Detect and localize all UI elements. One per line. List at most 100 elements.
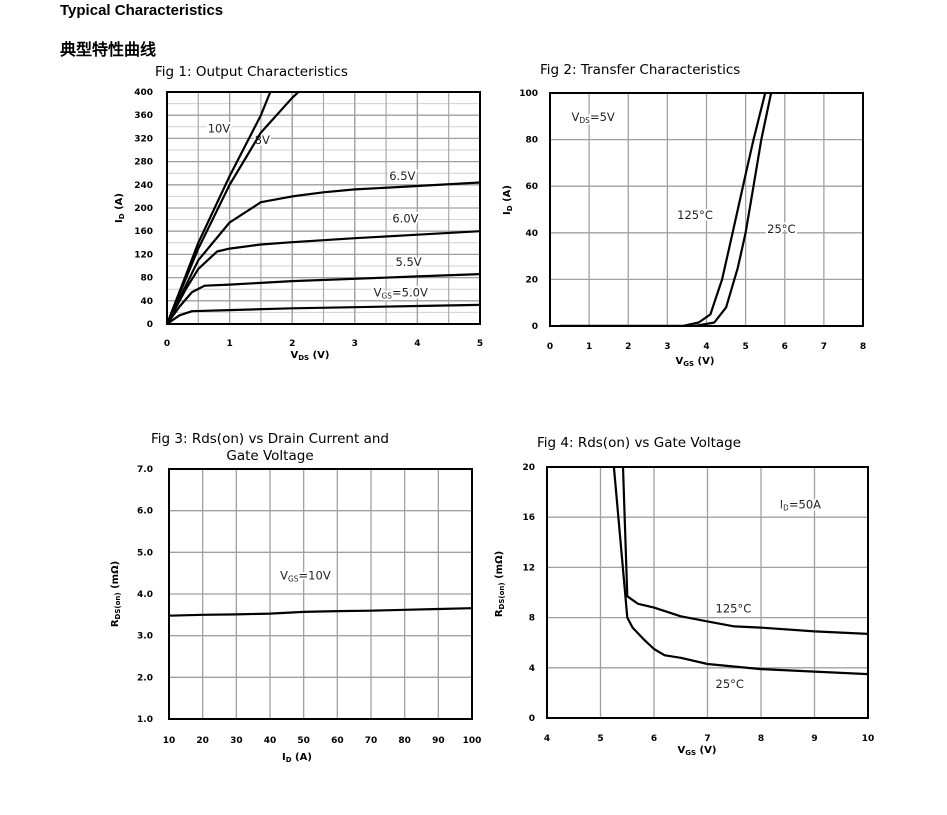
chart-fig1: 0 1 2 3 4 50408012016020024028032036040010V8V… <box>114 88 483 362</box>
x-tick-label: 6 <box>782 342 788 352</box>
y-tick-label: 60 <box>525 182 538 192</box>
x-tick-label: 3 <box>664 342 670 352</box>
x-tick-label: 3 <box>352 339 358 349</box>
x-tick-label: 0 <box>164 339 170 349</box>
y-tick-label: 16 <box>522 513 535 523</box>
y-tick-label: 200 <box>134 204 153 214</box>
curve-label: VGS=5.0V <box>374 286 428 301</box>
y-tick-label: 2.0 <box>137 673 153 683</box>
fig1-title: Fig 1: Output Characteristics <box>155 64 348 80</box>
series-line-6 <box>167 303 480 324</box>
series-line-2 <box>612 467 868 676</box>
y-tick-label: 6.0 <box>137 507 153 517</box>
x-tick-label: 5 <box>742 342 748 352</box>
y-tick-label: 20 <box>522 463 535 473</box>
y-tick-label: 5.0 <box>137 548 153 558</box>
x-axis-label: VGS (V) <box>676 356 715 368</box>
fig3-title-line2: Gate Voltage <box>226 448 314 464</box>
y-tick-label: 8 <box>529 614 535 624</box>
y-tick-label: 4.0 <box>137 590 153 600</box>
curve-label: 6.0V <box>392 212 418 226</box>
y-tick-label: 40 <box>525 229 538 239</box>
x-tick-label: 4 <box>544 734 550 744</box>
x-axis-label: VGS (V) <box>678 745 717 757</box>
series-line-4 <box>167 230 480 324</box>
x-axis-label: ID (A) <box>282 752 312 764</box>
x-tick-label: 6 <box>651 734 657 744</box>
x-tick-label: 4 <box>414 339 420 349</box>
x-tick-label: 2 <box>289 339 295 349</box>
x-tick-label: 40 <box>264 736 277 746</box>
x-tick-label: 1 <box>226 339 232 349</box>
y-tick-label: 400 <box>134 88 153 98</box>
y-tick-label: 0 <box>529 714 535 724</box>
plot-frame <box>546 466 869 719</box>
x-tick-label: 80 <box>398 736 411 746</box>
y-axis-label: RDS(on) (mΩ) <box>494 551 506 617</box>
plot-frame <box>166 91 481 325</box>
x-tick-label: 100 <box>463 736 482 746</box>
y-tick-label: 80 <box>140 274 153 284</box>
x-tick-label: 7 <box>821 342 827 352</box>
fig3-title: Fig 3: Rds(on) vs Drain Current and Gate… <box>130 431 410 465</box>
curve-label: 25°C <box>767 222 795 236</box>
section-subtitle: 典型特性曲线 <box>60 40 157 59</box>
curve-label: VDS=5V <box>572 110 615 125</box>
y-tick-label: 40 <box>140 297 153 307</box>
series-line-1 <box>621 467 868 635</box>
curve-label: 125°C <box>716 602 752 616</box>
section-title: Typical Characteristics <box>60 2 224 19</box>
y-tick-label: 100 <box>519 89 538 99</box>
y-tick-label: 4 <box>529 664 535 674</box>
x-tick-label: 5 <box>597 734 603 744</box>
fig2-title: Fig 2: Transfer Characteristics <box>540 62 741 78</box>
curve-label: 5.5V <box>395 255 421 269</box>
x-tick-label: 1 <box>586 342 592 352</box>
y-tick-label: 160 <box>134 227 153 237</box>
x-tick-label: 90 <box>432 736 445 746</box>
series-line-2 <box>167 92 300 324</box>
x-tick-label: 7 <box>704 734 710 744</box>
chart-fig2: 0 1 2 3 4 5 6 7 8020406080100VDS=5V125°C25°CVGS … <box>502 89 866 368</box>
chart-fig3: 10 20 30 40 50 60 70 80 90 100 1.0 2.0 3.0 4.0 5.0 6.0 7… <box>110 465 481 764</box>
x-tick-label: 9 <box>811 734 817 744</box>
x-tick-label: 30 <box>230 736 243 746</box>
series-line-2 <box>559 93 773 326</box>
x-tick-label: 5 <box>477 339 483 349</box>
y-tick-label: 12 <box>522 563 535 573</box>
curve-label: 25°C <box>716 677 744 691</box>
plot-frame <box>549 92 864 327</box>
y-tick-label: 80 <box>525 136 538 146</box>
series-line-3 <box>167 181 480 324</box>
y-axis-label: ID (A) <box>114 193 126 223</box>
curve-label: 6.5V <box>389 169 415 183</box>
series-line-5 <box>167 273 480 324</box>
y-tick-label: 280 <box>134 158 153 168</box>
fig4-title: Fig 4: Rds(on) vs Gate Voltage <box>537 435 742 451</box>
x-tick-label: 8 <box>860 342 866 352</box>
plot-frame <box>168 468 473 720</box>
curve-label: ID=50A <box>780 497 821 512</box>
series-line-1 <box>169 607 472 617</box>
y-tick-label: 7.0 <box>137 465 153 475</box>
x-tick-label: 20 <box>196 736 209 746</box>
curve-label: 10V <box>208 122 231 136</box>
x-tick-label: 50 <box>297 736 310 746</box>
y-tick-label: 320 <box>134 134 153 144</box>
y-tick-label: 3.0 <box>137 632 153 642</box>
y-tick-label: 120 <box>134 250 153 260</box>
y-tick-label: 20 <box>525 275 538 285</box>
y-axis-label: RDS(on) (mΩ) <box>110 561 122 627</box>
y-tick-label: 360 <box>134 111 153 121</box>
y-tick-label: 240 <box>134 181 153 191</box>
x-tick-label: 0 <box>547 342 553 352</box>
x-tick-label: 60 <box>331 736 344 746</box>
curve-label: 125°C <box>677 208 713 222</box>
fig3-title-line1: Fig 3: Rds(on) vs Drain Current and <box>151 431 389 447</box>
x-tick-label: 10 <box>862 734 875 744</box>
y-tick-label: 0 <box>147 320 153 330</box>
curve-label: VGS=10V <box>280 568 331 583</box>
